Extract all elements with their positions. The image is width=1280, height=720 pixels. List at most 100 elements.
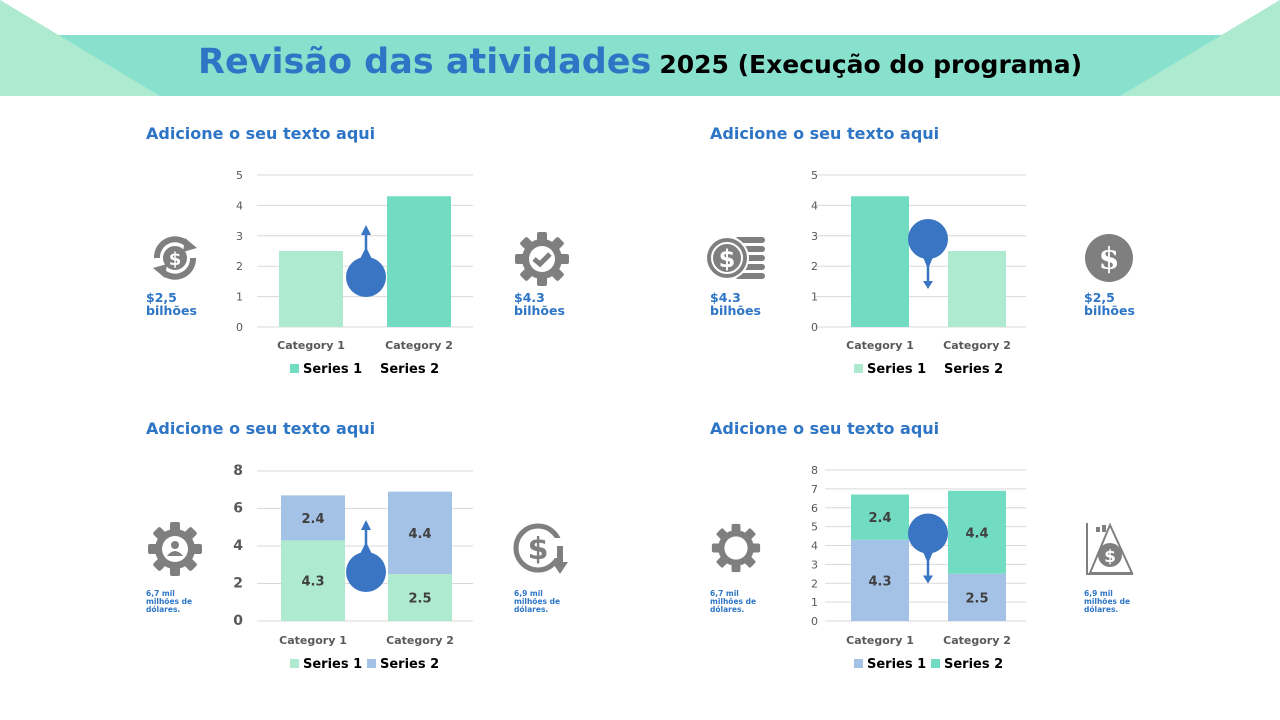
bar-series-1-1 — [851, 196, 909, 327]
svg-text:$: $ — [1104, 547, 1116, 567]
bar-series-1-1 — [851, 539, 909, 621]
category-label: Category 2 — [943, 339, 1011, 352]
data-label: 2.4 — [301, 512, 324, 527]
legend-swatch — [854, 364, 863, 373]
legend-label: Series 2 — [380, 657, 439, 672]
chart-2: 0 1 2 3 4 5 Category 1 Category 2 Series 1 Series… — [811, 169, 1026, 377]
legend-label: Series 2 — [380, 362, 439, 377]
quadrant-4-left-note: 6,7 mil milhões de dólares. — [710, 589, 757, 614]
y-tick-label: 2 — [811, 577, 818, 590]
bar-series-1-1 — [281, 540, 345, 621]
gear-user-icon — [147, 521, 203, 582]
quadrant-3-heading: Adicione o seu texto aqui — [146, 419, 376, 438]
quadrant-4-heading: Adicione o seu texto aqui — [710, 419, 940, 438]
data-label: 2.5 — [965, 591, 988, 606]
svg-text:$: $ — [528, 532, 549, 567]
y-tick-label: 0 — [236, 321, 243, 334]
data-label: 2.5 — [408, 592, 431, 607]
y-tick-label: 5 — [811, 169, 818, 182]
y-tick-label: 1 — [811, 596, 818, 609]
legend-label: Series 1 — [867, 657, 926, 672]
svg-text:$: $ — [719, 245, 736, 273]
legend-label: Series 1 — [303, 657, 362, 672]
bar-series-1-2 — [388, 574, 452, 621]
y-tick-label: 2 — [236, 260, 243, 273]
y-tick-label: 2 — [811, 260, 818, 273]
y-tick-label: 6 — [811, 502, 818, 515]
y-tick-label: 3 — [811, 558, 818, 571]
bar-series-2-1 — [851, 494, 909, 540]
coin-stack-dollar-icon: $ — [705, 234, 767, 289]
category-label: Category 1 — [846, 634, 914, 647]
quadrant-2-heading: Adicione o seu texto aqui — [710, 124, 940, 143]
marker-pin — [346, 257, 386, 297]
quadrant-3-left-note: 6,7 mil milhões de dólares. — [146, 589, 193, 614]
y-tick-label: 5 — [811, 521, 818, 534]
svg-text:$: $ — [1099, 242, 1120, 277]
legend-swatch — [854, 659, 863, 668]
category-label: Category 2 — [385, 339, 453, 352]
chart-3: 0 2 4 6 8 4.3 2.5 2.4 4.4 Category 1 Category 2 Ser… — [233, 463, 473, 672]
y-tick-label: 7 — [811, 483, 818, 496]
y-tick-label: 4 — [811, 540, 818, 553]
bar-series-1-2 — [948, 573, 1006, 621]
legend-label: Series 1 — [867, 362, 926, 377]
gear-icon — [711, 523, 761, 578]
page-title-main: Revisão das atividades — [198, 42, 652, 82]
data-label: 4.4 — [965, 526, 988, 541]
page-title-year: 2025 (Execução do programa) — [659, 50, 1082, 79]
quadrant-1-left-note: $2,5 bilhões — [146, 290, 197, 319]
y-tick-label: 0 — [233, 613, 243, 629]
y-tick-label: 6 — [233, 501, 243, 517]
gear-check-icon — [514, 231, 570, 292]
category-label: Category 2 — [943, 634, 1011, 647]
y-tick-label: 0 — [811, 615, 818, 628]
y-tick-label: 1 — [236, 291, 243, 304]
y-tick-label: 3 — [811, 230, 818, 243]
bar-series-2-1 — [281, 495, 345, 541]
legend-label: Series 2 — [944, 362, 1003, 377]
y-tick-label: 4 — [811, 199, 818, 212]
legend-swatch — [931, 659, 940, 668]
quadrant-1-heading: Adicione o seu texto aqui — [146, 124, 376, 143]
bar-series-1-2 — [387, 196, 451, 327]
marker-arrow-head — [923, 281, 933, 289]
dollar-cycle-icon: $ — [147, 230, 203, 291]
legend-swatch — [290, 364, 299, 373]
y-tick-label: 8 — [233, 463, 243, 479]
marker-pin-tip — [360, 247, 372, 259]
chart-4: 0 1 2 3 4 5 6 7 8 4.3 2.5 2.4 4.4 Category 1 Category … — [811, 464, 1026, 672]
marker-arrow-head — [923, 575, 933, 584]
bar-series-2-2 — [948, 251, 1006, 327]
y-tick-label: 5 — [236, 169, 243, 182]
legend-swatch — [290, 659, 299, 668]
quadrant-1-right-note: $4.3 bilhões — [514, 290, 565, 319]
bar-series-2-1 — [279, 251, 343, 327]
svg-text:$: $ — [169, 249, 182, 270]
marker-pin — [346, 552, 386, 592]
quadrant-2-left-note: $4.3 bilhões — [710, 290, 761, 319]
y-tick-label: 1 — [811, 291, 818, 304]
chart-1: 0 1 2 3 4 5 Category 1 Category 2 Series 1 Series… — [236, 169, 473, 377]
dollar-circle-icon: $ — [1084, 232, 1134, 289]
bar-series-2-2 — [948, 490, 1006, 574]
legend-label: Series 1 — [303, 362, 362, 377]
y-tick-label: 4 — [233, 538, 243, 554]
y-tick-label: 8 — [811, 464, 818, 477]
marker-pin-tip — [360, 542, 372, 554]
dollar-down-icon: $ — [513, 522, 571, 583]
marker-pin — [908, 513, 948, 554]
y-tick-label: 2 — [233, 576, 243, 592]
data-label: 4.3 — [868, 574, 891, 589]
data-label: 4.3 — [301, 575, 324, 590]
y-tick-label: 4 — [236, 199, 243, 212]
bar-series-2-2 — [388, 491, 452, 575]
category-label: Category 1 — [846, 339, 914, 352]
y-tick-label: 0 — [811, 321, 818, 334]
y-tick-label: 3 — [236, 230, 243, 243]
category-label: Category 1 — [279, 634, 347, 647]
marker-arrow-head — [361, 225, 371, 235]
category-label: Category 1 — [277, 339, 345, 352]
legend-swatch — [367, 659, 376, 668]
